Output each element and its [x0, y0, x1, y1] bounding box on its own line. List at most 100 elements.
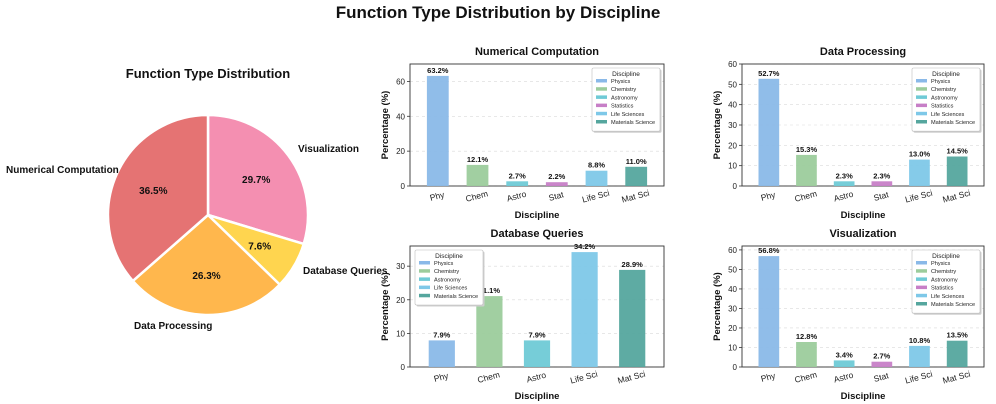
y-tick-label: 30 — [728, 121, 737, 130]
bar-chart-num: Numerical Computation 0 20 40 60 63.2% Phy 12.1… — [380, 46, 665, 221]
y-tick-label: 60 — [728, 60, 737, 69]
bar — [476, 296, 503, 367]
y-tick-label: 0 — [733, 363, 738, 372]
legend-swatch — [419, 269, 430, 273]
plot-frame — [409, 63, 665, 187]
legend-entry: Life Sciences — [931, 294, 964, 300]
x-tick-label: Chem — [464, 188, 489, 204]
x-tick-label: Mat Sci — [941, 188, 971, 205]
legend-entry: Astronomy — [931, 95, 958, 101]
legend-swatch — [916, 79, 927, 83]
chart-title: Database Queries — [491, 228, 584, 240]
bar-value-label: 13.0% — [909, 150, 931, 159]
pie-slice-label: Numerical Computation — [6, 165, 119, 176]
y-axis-label: Percentage (%) — [380, 272, 391, 341]
pie-pct-label: 29.7% — [242, 175, 270, 186]
pie-slice — [131, 213, 282, 317]
pie-slice-label: Data Processing — [134, 321, 212, 332]
legend-box — [414, 249, 484, 306]
chart-title: Visualization — [829, 228, 896, 240]
legend-box — [911, 249, 981, 314]
x-tick-label: Chem — [793, 188, 818, 204]
pie-slice-label: Visualization — [298, 144, 359, 155]
bar-value-label: 12.1% — [467, 155, 489, 164]
legend-entry: Chemistry — [434, 269, 459, 275]
y-tick-label: 20 — [396, 296, 405, 305]
y-tick-label: 10 — [728, 162, 737, 171]
y-tick-label: 10 — [728, 343, 737, 352]
y-tick-label: 30 — [396, 262, 405, 271]
bar — [871, 181, 893, 186]
chart-title: Data Processing — [820, 46, 906, 58]
legend-swatch — [419, 277, 430, 281]
legend-entry: Life Sciences — [434, 286, 467, 292]
y-tick-label: 0 — [401, 182, 406, 191]
legend-swatch — [596, 95, 607, 99]
legend-entry: Physics — [931, 261, 950, 267]
chart-title: Numerical Computation — [475, 46, 599, 58]
bar-value-label: 2.2% — [548, 172, 565, 181]
bar — [871, 361, 893, 367]
bar-value-label: 21.1% — [479, 286, 501, 295]
plot-frame — [741, 63, 985, 187]
y-tick-label: 60 — [728, 246, 737, 255]
bar-value-label: 7.9% — [528, 330, 545, 339]
bar-value-label: 2.7% — [509, 171, 526, 180]
legend-title: Discipline — [435, 253, 463, 260]
pie-pct-label: 7.6% — [248, 241, 271, 252]
bar-value-label: 13.5% — [947, 331, 969, 340]
legend-entry: Materials Science — [931, 302, 975, 308]
legend-entry: Statistics — [611, 104, 634, 110]
bar-value-label: 3.4% — [836, 350, 853, 359]
x-tick-label: Phy — [429, 189, 446, 203]
legend-title: Discipline — [932, 253, 960, 260]
x-tick-label: Stat — [872, 189, 890, 203]
figure-title: Function Type Distribution by Discipline — [336, 3, 661, 22]
legend-entry: Chemistry — [931, 269, 956, 275]
legend-title: Discipline — [932, 71, 960, 78]
x-tick-label: Stat — [547, 189, 565, 203]
legend-entry: Chemistry — [611, 87, 636, 93]
legend-entry: Chemistry — [931, 87, 956, 93]
bar — [833, 181, 855, 186]
legend-swatch — [916, 95, 927, 99]
x-tick-label: Phy — [433, 370, 450, 384]
bar — [946, 156, 968, 186]
legend-swatch — [596, 103, 607, 108]
legend-entry: Physics — [931, 79, 950, 85]
bar — [428, 340, 455, 367]
y-tick-label: 50 — [728, 265, 737, 274]
y-tick-label: 50 — [728, 80, 737, 89]
bar — [619, 269, 646, 367]
x-tick-label: Astro — [833, 370, 855, 385]
x-tick-label: Chem — [476, 369, 501, 385]
bar — [833, 360, 855, 367]
bar-value-label: 2.3% — [873, 171, 890, 180]
x-tick-label: Mat Sci — [941, 369, 971, 386]
bar-value-label: 52.7% — [758, 69, 780, 78]
legend-swatch — [596, 120, 607, 124]
bar — [585, 170, 608, 186]
x-tick-label: Life Sci — [904, 188, 934, 205]
legend-swatch — [916, 302, 927, 306]
legend-entry: Physics — [434, 261, 453, 267]
bar — [466, 164, 489, 186]
y-tick-label: 60 — [396, 77, 405, 86]
y-tick-label: 0 — [733, 182, 738, 191]
legend-entry: Materials Science — [931, 120, 975, 126]
x-tick-label: Life Sci — [904, 369, 934, 386]
bar-value-label: 10.8% — [909, 336, 931, 345]
y-tick-label: 40 — [728, 101, 737, 110]
x-axis-label: Discipline — [841, 391, 886, 402]
bar-value-label: 63.2% — [427, 66, 449, 75]
bar — [909, 345, 930, 367]
legend-swatch — [916, 120, 927, 124]
pie-slice — [106, 113, 210, 283]
bar — [758, 256, 780, 367]
x-tick-label: Astro — [506, 189, 528, 204]
x-tick-label: Mat Sci — [620, 188, 650, 205]
